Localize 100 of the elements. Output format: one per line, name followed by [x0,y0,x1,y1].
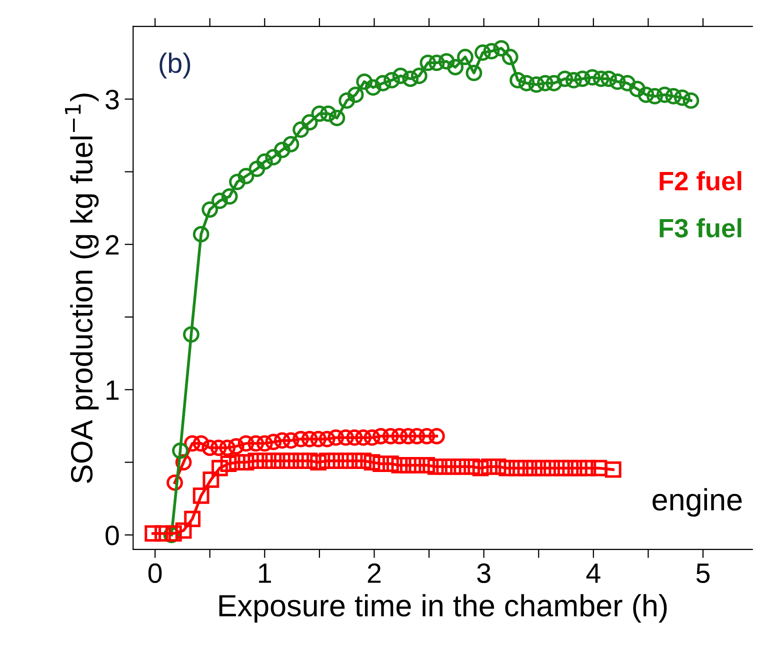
point [184,510,201,528]
point [228,438,244,455]
point [210,440,227,456]
point [400,428,416,444]
point [328,429,344,446]
point [364,429,380,446]
point [318,430,336,448]
point [282,432,300,449]
point [356,73,373,90]
point [517,460,534,476]
point [338,429,354,446]
annotation: (b) [160,52,190,79]
point [592,70,610,87]
point [192,435,210,452]
point [202,472,220,488]
point [570,460,588,476]
point [483,42,500,60]
point [420,54,436,71]
y-tick-label: 0 [106,526,119,546]
point [526,460,542,476]
point [493,40,510,56]
point [154,525,171,542]
x-tick-label: 0 [148,563,162,584]
point [355,452,372,470]
point [183,326,200,343]
point [457,48,474,66]
point [374,74,392,92]
point [609,73,626,90]
point [175,522,192,539]
point [562,460,579,476]
point [665,88,682,104]
point [301,114,318,131]
point [328,110,346,126]
point [518,74,535,92]
point [537,74,554,92]
point [229,174,246,190]
point [248,435,264,452]
point [192,226,210,242]
point [144,525,162,542]
point [355,429,372,446]
point [212,460,228,476]
point [347,86,364,103]
point [238,168,254,184]
point [682,92,700,109]
x-axis-title: Exposure time in the chamber (h) [219,594,667,623]
point [382,456,399,472]
point [447,58,464,76]
point [474,44,491,61]
point [391,457,408,474]
point [311,105,328,122]
point [580,460,596,476]
point [466,64,482,82]
point [202,201,218,218]
point [544,460,560,476]
text: F2 fuel [660,171,742,190]
point [219,440,236,456]
point [510,72,526,88]
point [528,76,545,93]
point [556,70,574,87]
point [221,188,238,205]
point [428,428,445,444]
point [553,460,570,476]
point [265,434,282,450]
point [410,68,428,84]
point [498,460,516,476]
point [508,460,525,476]
point [604,461,622,478]
point [212,192,228,209]
point [574,70,591,87]
point [402,70,419,87]
point [274,432,290,449]
point [301,452,318,470]
point [382,428,399,444]
y-tick-label: 2 [106,235,119,254]
x-tick-label: 4 [586,564,600,583]
point [392,68,409,84]
point [638,86,654,103]
point [646,88,663,104]
point [364,79,382,96]
text: F3 fuel [660,218,742,238]
point [438,53,455,70]
x-tick-label: 5 [696,564,710,584]
point [384,72,400,88]
point [372,428,390,444]
point [320,105,336,122]
point [265,149,282,166]
point [534,460,552,476]
x-tick-label: 1 [259,564,272,583]
point [418,457,436,474]
point [590,460,608,476]
point [318,452,336,470]
point [274,142,290,158]
point [172,442,188,459]
point [310,430,327,448]
point [238,454,254,470]
point [391,428,408,444]
point [301,430,318,448]
point [584,69,601,86]
point [292,430,309,448]
point [192,488,210,504]
